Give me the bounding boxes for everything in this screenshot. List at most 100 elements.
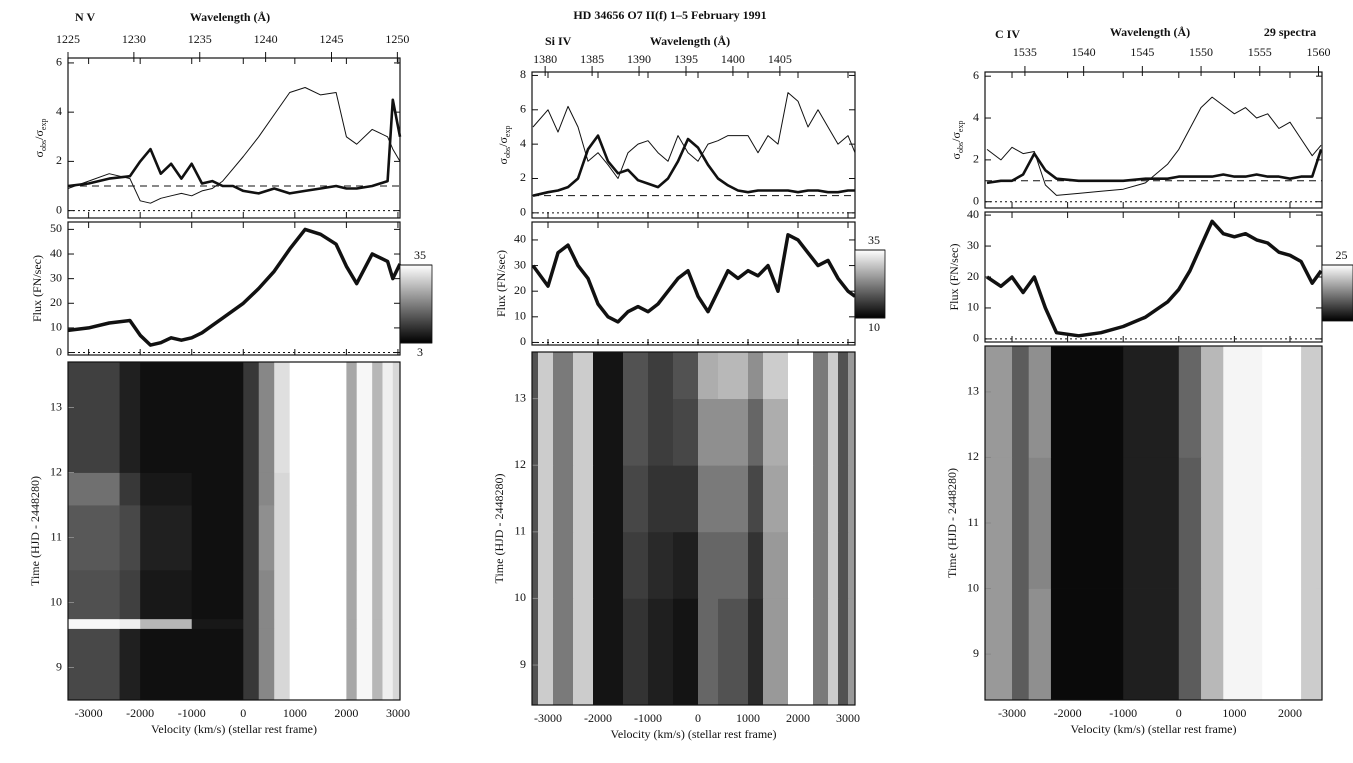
heatmap-cell: [748, 531, 764, 599]
y-axis-label: σobs/σexp: [496, 126, 513, 165]
heatmap-cell: [748, 352, 764, 400]
heatmap-cell: [648, 531, 674, 599]
heatmap-cell: [698, 352, 719, 400]
heatmap-cell: [1123, 457, 1180, 589]
heatmap-cell: [68, 628, 120, 701]
heatmap-cell: [848, 598, 856, 706]
colorbar: [854, 249, 886, 319]
heatmap-cell: [1223, 457, 1263, 589]
y-tick-label: 4: [973, 110, 979, 124]
plot-frame: [67, 57, 401, 219]
heatmap-cell: [258, 628, 275, 701]
heatmap-cell: [191, 362, 244, 473]
y-tick-label: 9: [973, 646, 979, 660]
heatmap-cell: [848, 531, 856, 599]
x2-axis-label: Wavelength (Å): [1110, 25, 1190, 39]
heatmap-cell: [1301, 457, 1323, 589]
heatmap-cell: [553, 465, 574, 533]
heatmap-cell: [119, 505, 141, 571]
y-tick-label: 20: [50, 295, 62, 309]
heatmap-cell: [532, 531, 539, 599]
heatmap-cell: [274, 362, 291, 473]
heatmap-cell: [848, 465, 856, 533]
y-tick-label: 50: [50, 221, 62, 235]
heatmap-cell: [1178, 588, 1202, 701]
x-tick-label: -1000: [1109, 706, 1137, 720]
heatmap-cell: [673, 352, 699, 400]
heatmap-cell: [315, 570, 347, 620]
heatmap-cell: [372, 628, 383, 701]
heatmap-cell: [289, 472, 316, 506]
heatmap-cell: [289, 362, 316, 473]
x2-tick-label: 1235: [188, 32, 212, 46]
heatmap-cell: [813, 598, 829, 706]
y-axis-label: Time (HJD - 2448280): [492, 474, 506, 584]
heatmap-cell: [538, 352, 554, 400]
y-axis-label-part: σ: [949, 152, 963, 159]
heatmap-cell: [346, 628, 358, 701]
series-line: [67, 227, 402, 347]
heatmap-cell: [553, 352, 574, 400]
heatmap-cell: [532, 465, 539, 533]
y-tick-label: 11: [967, 515, 979, 529]
y-tick-label: 13: [967, 384, 979, 398]
series-line: [532, 92, 856, 179]
y-tick-label: 11: [50, 529, 62, 543]
series-line: [532, 134, 855, 197]
y-axis-label: Flux (FN/sec): [947, 244, 961, 311]
y-tick-label: 0: [520, 334, 526, 348]
heatmap-cell: [648, 352, 674, 400]
heatmap-cell: [1223, 588, 1263, 701]
heatmap-cell: [538, 398, 554, 466]
heatmap-cell: [1028, 457, 1052, 589]
heatmap-cell: [1050, 457, 1124, 589]
heatmap-cell: [553, 598, 574, 706]
y-tick-label: 2: [56, 153, 62, 167]
y-tick-label: 12: [967, 449, 979, 463]
heatmap-cell: [813, 398, 829, 466]
heatmap-cell: [593, 531, 624, 599]
series-line: [67, 87, 401, 204]
heatmap-cell: [553, 398, 574, 466]
heatmap-cell: [68, 618, 120, 629]
y-tick-label: 12: [50, 464, 62, 478]
heatmap-cell: [985, 588, 1013, 701]
heatmap-cell: [623, 398, 649, 466]
ion-label: N V: [75, 10, 95, 24]
heatmap-cell: [718, 352, 749, 400]
heatmap-cell: [593, 398, 624, 466]
heatmap-cell: [258, 472, 275, 506]
heatmap-cell: [673, 398, 699, 466]
x-tick-label: 1000: [283, 706, 307, 720]
heatmap-cell: [191, 618, 244, 629]
heatmap-cell: [593, 465, 624, 533]
heatmap-cell: [392, 505, 401, 571]
heatmap-cell: [356, 570, 373, 620]
plot-frame: [531, 71, 856, 219]
y-tick-label: 10: [50, 594, 62, 608]
heatmap-cell: [382, 362, 394, 473]
colorbar-tick-label: 25: [1336, 248, 1348, 262]
x-tick-label: -1000: [634, 711, 662, 725]
heatmap-cell: [140, 570, 193, 620]
heatmap-cell: [838, 398, 849, 466]
heatmap-cell: [828, 531, 839, 599]
x2-tick-label: 1390: [627, 52, 651, 66]
heatmap-cell: [828, 352, 839, 400]
heatmap-cell: [748, 598, 764, 706]
heatmap-cell: [985, 346, 1013, 458]
colorbar-tick-label: 35: [414, 248, 426, 262]
y-tick-label: 10: [967, 580, 979, 594]
heatmap-cell: [838, 598, 849, 706]
heatmap-cell: [382, 570, 394, 620]
heatmap-cell: [382, 505, 394, 571]
y-tick-label: 0: [56, 344, 62, 358]
heatmap-cell: [382, 618, 394, 629]
y-axis-label: Time (HJD - 2448280): [945, 468, 959, 578]
y-axis-label: Time (HJD - 2448280): [28, 476, 42, 586]
heatmap-cell: [848, 398, 856, 466]
heatmap-cell: [718, 598, 749, 706]
heatmap-cell: [119, 618, 141, 629]
x-tick-label: 1000: [736, 711, 760, 725]
